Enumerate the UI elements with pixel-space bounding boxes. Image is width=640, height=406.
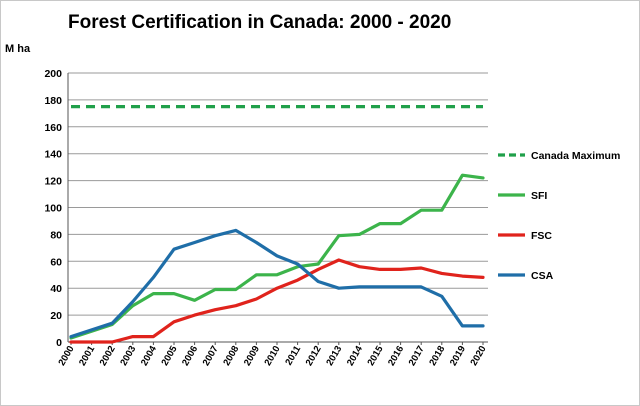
- x-tick-label: 2004: [139, 343, 159, 367]
- series-line-csa: [69, 228, 485, 339]
- y-tick-label: 200: [44, 68, 62, 80]
- x-tick-label: 2012: [304, 344, 324, 368]
- x-tick-label: 2008: [221, 344, 241, 368]
- x-tick-label: 2001: [77, 343, 97, 367]
- y-tick-label: 0: [56, 337, 62, 349]
- legend: Canada Maximum SFI FSC CSA: [498, 150, 620, 282]
- chart-title: Forest Certification in Canada: 2000 - 2…: [68, 12, 451, 33]
- x-tick-label: 2006: [180, 344, 200, 368]
- y-tick-label: 40: [50, 283, 62, 295]
- x-tick-label: 2017: [407, 344, 427, 368]
- y-tick-labels: 0 20 40 60 80 100 120 140 160 180 200: [44, 68, 62, 349]
- x-tick-label: 2010: [263, 344, 283, 368]
- x-tick-label: 2003: [118, 344, 138, 368]
- y-tick-label: 80: [50, 229, 62, 241]
- legend-label-sfi: SFI: [531, 190, 547, 202]
- x-tick-label: 2015: [366, 343, 386, 367]
- y-tick-label: 160: [44, 122, 62, 134]
- y-tick-label: 120: [44, 176, 62, 188]
- x-tick-label: 2007: [201, 344, 221, 368]
- legend-label-fsc: FSC: [531, 230, 552, 242]
- x-tick-label: 2019: [448, 344, 468, 368]
- x-tick-label: 2009: [242, 344, 262, 368]
- x-tick-label: 2014: [345, 343, 365, 367]
- y-axis-unit-label: M ha: [5, 43, 31, 55]
- series-line-sfi: [69, 173, 485, 340]
- x-tick-label: 2018: [427, 344, 447, 368]
- gridlines: [68, 72, 488, 316]
- x-tick-label: 2013: [324, 344, 344, 368]
- y-tick-label: 100: [44, 203, 62, 215]
- x-tick-labels: 2000 2001 2002 2003 2004 2005 2006 2007 2008 2009…: [57, 343, 489, 367]
- legend-label-canada-maximum: Canada Maximum: [531, 150, 620, 162]
- x-tick-label: 2005: [160, 343, 180, 367]
- x-tick-label: 2016: [386, 344, 406, 368]
- x-tick-label: 2011: [283, 343, 303, 367]
- y-tick-label: 180: [44, 95, 62, 107]
- legend-label-csa: CSA: [531, 270, 554, 282]
- y-tick-label: 140: [44, 149, 62, 161]
- x-tick-label: 2002: [98, 344, 118, 368]
- series-lines: [69, 104, 485, 344]
- y-tick-label: 60: [50, 256, 62, 268]
- series-line-fsc: [69, 258, 485, 344]
- y-tick-label: 20: [50, 310, 62, 322]
- x-tick-label: 2020: [469, 344, 489, 368]
